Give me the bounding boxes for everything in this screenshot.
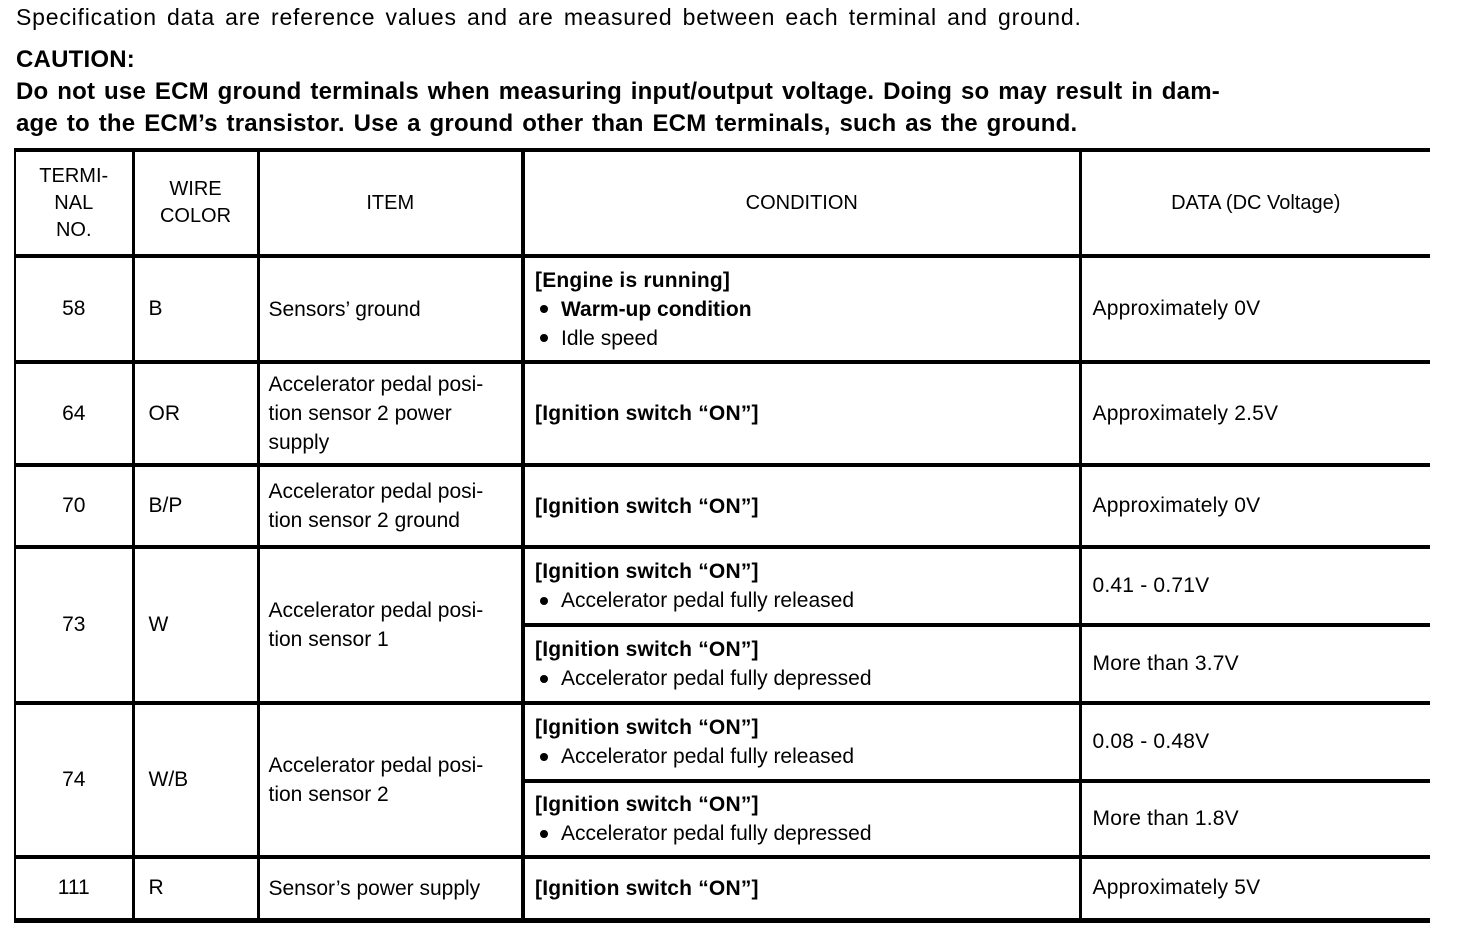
- data-cell: More than 1.8V: [1078, 779, 1430, 857]
- table-subrow-74-depressed: [Ignition switch “ON”] Accelerator pedal…: [15, 779, 1430, 857]
- table-row-70: 70 B/P Accelerator pedal posi- tion sens…: [14, 463, 1430, 547]
- condition-state-text: [Ignition switch “ON”]: [535, 560, 759, 583]
- condition-state-text: [Engine is running]: [535, 268, 731, 292]
- item-cell: Sensors’ ground: [256, 254, 523, 362]
- wire-color-cell: B: [131, 254, 258, 362]
- condition-bullet-line: Idle speed: [535, 324, 1073, 353]
- condition-bullet-line: Accelerator pedal fully released: [535, 586, 1073, 615]
- data-cell: More than 3.7V: [1078, 623, 1430, 703]
- caution-label: CAUTION:: [16, 46, 135, 73]
- bullet-icon: [540, 305, 548, 313]
- wire-color-cell: B/P: [131, 463, 258, 547]
- table-header-row: TERMI- NAL NO. WIRE COLOR ITEM CONDITION…: [14, 148, 1430, 256]
- item-cell: Accelerator pedal posi- tion sensor 1: [256, 545, 523, 703]
- condition-bullet-line: Accelerator pedal fully released: [535, 742, 1073, 771]
- condition-cell: [Ignition switch “ON”]: [521, 360, 1080, 465]
- condition-state-text: [Ignition switch “ON”]: [535, 638, 759, 661]
- terminal-spec-table: TERMI- NAL NO. WIRE COLOR ITEM CONDITION…: [14, 148, 1430, 923]
- bullet-icon: [540, 596, 548, 605]
- bullet-icon: [540, 674, 548, 683]
- terminal-no-cell: 70: [14, 463, 133, 547]
- condition-cell: [Ignition switch “ON”]: [521, 855, 1080, 920]
- item-cell: Sensor’s power supply: [256, 855, 523, 920]
- terminal-no-cell: 73: [14, 545, 133, 703]
- condition-state-text: [Ignition switch “ON”]: [535, 494, 759, 518]
- condition-cell: [Ignition switch “ON”] Accelerator pedal…: [521, 701, 1080, 781]
- condition-state-text: [Ignition switch “ON”]: [535, 402, 759, 425]
- table-row-73: 73 W Accelerator pedal posi- tion sensor…: [14, 545, 1430, 703]
- table-row-74: 74 W/B Accelerator pedal posi- tion sens…: [14, 701, 1430, 857]
- condition-bullet-line: Accelerator pedal fully depressed: [535, 819, 1073, 848]
- condition-bullet-text: Warm-up condition: [561, 297, 752, 321]
- condition-state-text: [Ignition switch “ON”]: [535, 793, 759, 816]
- data-cell: Approximately 0V: [1078, 463, 1430, 547]
- table-subrow-73-depressed: [Ignition switch “ON”] Accelerator pedal…: [15, 623, 1430, 703]
- wire-color-cell: W/B: [131, 701, 258, 857]
- column-header-wire-color: WIRE COLOR: [131, 148, 258, 256]
- column-header-item: ITEM: [256, 148, 523, 256]
- wire-color-cell: OR: [131, 360, 258, 465]
- condition-cell: [Ignition switch “ON”] Accelerator pedal…: [521, 545, 1080, 625]
- table-row-64: 64 OR Accelerator pedal posi- tion senso…: [14, 360, 1430, 465]
- item-cell: Accelerator pedal posi- tion sensor 2: [256, 701, 523, 857]
- data-cell: Approximately 0V: [1078, 254, 1430, 362]
- condition-bullet-text: Idle speed: [561, 326, 658, 350]
- bullet-icon: [540, 334, 548, 342]
- terminal-no-cell: 58: [14, 254, 133, 362]
- column-header-data: DATA (DC Voltage): [1078, 148, 1430, 256]
- item-cell: Accelerator pedal posi- tion sensor 2 po…: [256, 360, 523, 465]
- caution-text: Do not use ECM ground terminals when mea…: [16, 78, 1220, 137]
- condition-cell: [Ignition switch “ON”]: [521, 463, 1080, 547]
- column-header-condition: CONDITION: [521, 148, 1080, 256]
- condition-bullet-line: Accelerator pedal fully depressed: [535, 664, 1073, 693]
- condition-bullet-text: Accelerator pedal fully depressed: [561, 822, 872, 845]
- condition-state-text: [Ignition switch “ON”]: [535, 876, 759, 900]
- condition-cell: [Ignition switch “ON”] Accelerator pedal…: [521, 623, 1080, 703]
- terminal-no-cell: 64: [14, 360, 133, 465]
- bullet-icon: [540, 752, 548, 761]
- data-cell: Approximately 5V: [1078, 855, 1430, 920]
- condition-bullet-text: Accelerator pedal fully released: [561, 589, 854, 612]
- terminal-no-cell: 111: [14, 855, 133, 920]
- item-cell: Accelerator pedal posi- tion sensor 2 gr…: [256, 463, 523, 547]
- data-cell: Approximately 2.5V: [1078, 360, 1430, 465]
- terminal-no-cell: 74: [14, 701, 133, 857]
- table-row-58: 58 B Sensors’ ground [Engine is running]…: [14, 254, 1430, 362]
- condition-bullet-text: Accelerator pedal fully depressed: [561, 667, 872, 690]
- column-header-terminal-no: TERMI- NAL NO.: [14, 148, 133, 256]
- wire-color-cell: R: [131, 855, 258, 920]
- condition-cell: [Ignition switch “ON”] Accelerator pedal…: [521, 779, 1080, 857]
- wire-color-cell: W: [131, 545, 258, 703]
- condition-bullet-line: Warm-up condition: [535, 295, 1073, 324]
- bullet-icon: [540, 829, 548, 838]
- table-row-111: 111 R Sensor’s power supply [Ignition sw…: [14, 855, 1430, 920]
- condition-cell: [Engine is running] Warm-up condition Id…: [521, 254, 1080, 362]
- data-cell: 0.41 - 0.71V: [1078, 545, 1430, 625]
- intro-block: Specification data are reference values …: [16, 2, 1456, 140]
- condition-state-text: [Ignition switch “ON”]: [535, 716, 759, 739]
- data-cell: 0.08 - 0.48V: [1078, 701, 1430, 781]
- spec-note-text: Specification data are reference values …: [16, 4, 1082, 30]
- condition-bullet-text: Accelerator pedal fully released: [561, 745, 854, 768]
